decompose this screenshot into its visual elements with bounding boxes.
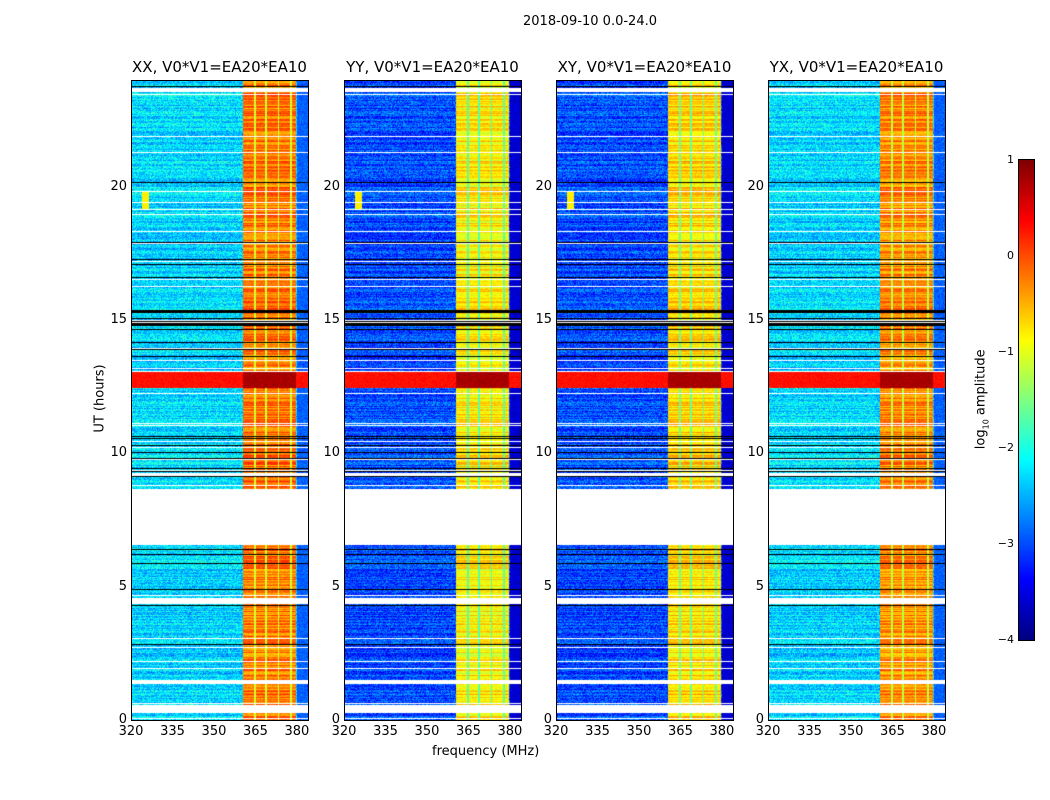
y-tick-label: 15: [110, 312, 127, 327]
figure-title: 2018-09-10 0.0-24.0: [523, 14, 657, 29]
x-tick-label: 380: [921, 724, 947, 739]
y-tick-label: 5: [755, 578, 764, 594]
y-tick-label: 15: [535, 312, 552, 327]
x-tick-label: 365: [456, 724, 481, 739]
y-tick-label: 20: [110, 178, 127, 194]
x-tick-label: 380: [497, 724, 523, 739]
x-tick-label: 365: [243, 724, 268, 739]
colorbar-tick-label: 0: [1007, 249, 1014, 262]
y-tick-label: 0: [543, 712, 552, 727]
x-tick-label: 320: [543, 724, 569, 739]
y-tick-label: 5: [118, 578, 127, 594]
colorbar: [1018, 159, 1035, 641]
y-tick-label: 20: [747, 178, 764, 194]
colorbar-tick-label: −1: [997, 345, 1014, 358]
x-tick-label: 365: [880, 724, 905, 739]
y-tick-label: 0: [118, 712, 127, 727]
colorbar-tick-label: −4: [997, 633, 1014, 646]
y-tick-label: 20: [323, 178, 340, 194]
y-tick-label: 0: [331, 712, 340, 727]
spectrogram-panel-3: [556, 80, 734, 721]
x-tick-label: 335: [373, 724, 398, 739]
colorbar-tick-label: −2: [997, 441, 1014, 454]
y-tick-label: 10: [323, 445, 340, 461]
y-tick-label: 15: [747, 312, 764, 327]
panel-title: YX, V0*V1=EA20*EA10: [769, 58, 944, 76]
spectrogram-panel-4: [768, 80, 946, 721]
panel-title: XY, V0*V1=EA20*EA10: [557, 58, 732, 76]
y-tick-label: 20: [535, 178, 552, 194]
spectrogram-image: [769, 81, 945, 720]
x-tick-label: 335: [160, 724, 185, 739]
x-axis-label: frequency (MHz): [432, 744, 540, 759]
x-tick-label: 380: [284, 724, 310, 739]
y-tick-label: 10: [535, 445, 552, 461]
colorbar-label: log10 amplitude: [974, 339, 991, 459]
y-axis-label: UT (hours): [92, 364, 108, 433]
spectrogram-image: [345, 81, 521, 720]
colorbar-tick-label: 1: [1007, 153, 1014, 166]
colorbar-gradient: [1019, 160, 1034, 640]
colorbar-tick-label: −3: [997, 537, 1014, 550]
y-tick-label: 5: [331, 578, 340, 594]
y-tick-label: 10: [747, 445, 764, 461]
x-tick-label: 335: [585, 724, 610, 739]
x-tick-label: 350: [414, 724, 440, 739]
x-tick-label: 335: [797, 724, 822, 739]
panel-title: XX, V0*V1=EA20*EA10: [132, 58, 307, 76]
panel-title: YY, V0*V1=EA20*EA10: [346, 58, 519, 76]
y-tick-label: 5: [543, 578, 552, 594]
x-tick-label: 380: [709, 724, 735, 739]
y-tick-label: 10: [110, 445, 127, 461]
colorbar-label-rest: amplitude: [973, 349, 989, 420]
y-tick-label: 15: [323, 312, 340, 327]
x-tick-label: 350: [626, 724, 652, 739]
y-tick-label: 0: [755, 712, 764, 727]
x-tick-label: 320: [755, 724, 781, 739]
spectrogram-panel-2: [344, 80, 522, 721]
colorbar-label-subscript: 10: [981, 419, 991, 430]
x-tick-label: 350: [838, 724, 864, 739]
x-tick-label: 320: [118, 724, 144, 739]
spectrogram-image: [132, 81, 308, 720]
spectrogram-image: [557, 81, 733, 720]
x-tick-label: 365: [668, 724, 693, 739]
x-tick-label: 350: [201, 724, 227, 739]
colorbar-label-log: log: [973, 429, 989, 450]
x-tick-label: 320: [331, 724, 357, 739]
spectrogram-panel-1: [131, 80, 309, 721]
